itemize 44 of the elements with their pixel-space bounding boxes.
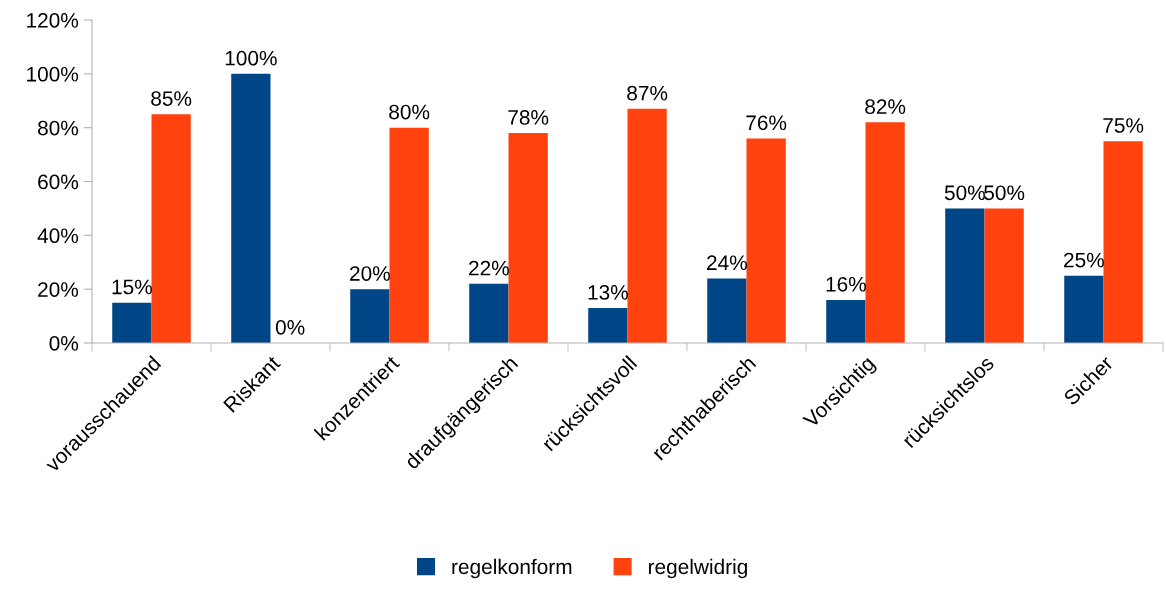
data-label: 22% <box>469 260 509 276</box>
y-tick-label: 20% <box>38 282 79 297</box>
data-label: 82% <box>865 99 906 114</box>
bar <box>112 302 152 343</box>
y-tick-label: 100% <box>27 66 79 82</box>
bar <box>707 278 747 343</box>
data-label: 80% <box>389 104 430 120</box>
bar <box>1064 275 1104 343</box>
y-tick-label: 80% <box>38 120 79 136</box>
data-label: 50% <box>984 185 1025 201</box>
data-label: 100% <box>225 50 277 66</box>
bar <box>151 114 191 343</box>
data-label: 0% <box>275 319 305 335</box>
legend-label: regelkonform <box>452 558 572 579</box>
data-label: 15% <box>112 279 152 295</box>
data-label: 85% <box>151 91 192 106</box>
data-label: 78% <box>508 110 549 125</box>
y-tick-label: 60% <box>38 174 79 190</box>
bar <box>746 138 786 343</box>
bar <box>389 127 429 343</box>
bar <box>945 208 985 343</box>
data-label: 75% <box>1103 118 1144 133</box>
bar <box>627 108 667 343</box>
bar <box>865 122 905 343</box>
bar <box>588 308 628 343</box>
data-label: 25% <box>1064 252 1104 268</box>
bar <box>984 208 1024 343</box>
data-label: 20% <box>350 266 390 281</box>
data-label: 24% <box>707 255 747 271</box>
y-tick-label: 120% <box>27 13 79 28</box>
data-label: 50% <box>944 185 985 201</box>
legend-label: regelwidrig <box>648 558 747 579</box>
data-label: 16% <box>826 276 866 292</box>
bar <box>350 289 390 343</box>
bar <box>1103 141 1143 343</box>
bar <box>231 73 271 343</box>
data-label: 87% <box>627 85 668 101</box>
data-label: 76% <box>746 115 787 131</box>
bar <box>469 283 509 343</box>
y-tick-label: 40% <box>37 228 79 244</box>
bar <box>508 133 548 343</box>
bar <box>826 299 866 343</box>
data-label: 13% <box>588 284 628 300</box>
y-tick-label: 0% <box>49 336 79 351</box>
